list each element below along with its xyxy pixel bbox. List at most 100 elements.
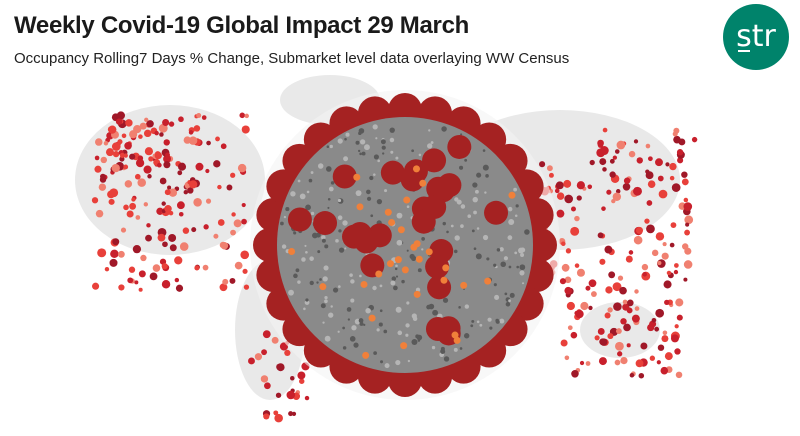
virus-protein bbox=[451, 331, 459, 339]
data-point bbox=[570, 226, 580, 236]
virus-texture bbox=[489, 326, 493, 330]
data-point bbox=[105, 148, 114, 157]
data-point bbox=[152, 264, 161, 272]
data-point bbox=[111, 142, 121, 151]
data-point bbox=[226, 184, 233, 191]
data-point bbox=[633, 186, 642, 196]
virus-texture bbox=[310, 211, 315, 216]
virus-texture bbox=[366, 196, 372, 201]
data-point bbox=[179, 242, 189, 251]
data-point bbox=[662, 330, 668, 336]
virus-spike bbox=[427, 275, 452, 300]
data-point bbox=[560, 339, 568, 347]
virus-texture bbox=[293, 273, 298, 279]
data-point bbox=[635, 359, 644, 368]
virus-protein bbox=[356, 203, 364, 211]
data-point bbox=[607, 307, 613, 313]
virus-protein bbox=[425, 248, 433, 256]
data-point bbox=[617, 275, 624, 281]
data-point bbox=[684, 247, 692, 255]
data-point bbox=[263, 413, 270, 420]
data-point bbox=[670, 334, 679, 343]
virus-texture bbox=[310, 171, 314, 174]
data-point bbox=[128, 266, 136, 273]
virus-texture bbox=[401, 279, 405, 284]
data-point bbox=[638, 372, 645, 379]
data-point bbox=[187, 187, 194, 194]
data-point bbox=[176, 201, 185, 210]
data-point bbox=[94, 165, 102, 173]
virus-texture bbox=[441, 126, 447, 132]
data-point bbox=[133, 125, 142, 134]
virus-texture bbox=[324, 244, 329, 249]
data-point bbox=[674, 263, 679, 268]
virus-texture bbox=[337, 285, 341, 288]
virus-texture bbox=[378, 322, 383, 327]
virus-texture bbox=[338, 247, 345, 253]
virus-texture bbox=[519, 264, 526, 271]
virus-texture bbox=[476, 172, 482, 178]
virus-texture bbox=[369, 175, 374, 181]
data-point bbox=[124, 180, 133, 188]
virus-texture bbox=[324, 335, 331, 342]
data-point bbox=[620, 356, 628, 365]
data-point bbox=[140, 254, 147, 262]
virus-texture bbox=[505, 301, 511, 307]
virus-texture bbox=[303, 307, 306, 311]
virus-texture bbox=[384, 363, 390, 369]
data-point bbox=[241, 218, 247, 225]
data-point bbox=[202, 264, 209, 271]
data-point bbox=[622, 183, 631, 191]
data-point bbox=[201, 115, 207, 120]
data-point bbox=[683, 260, 693, 269]
data-point bbox=[288, 411, 294, 417]
data-point bbox=[112, 238, 120, 246]
data-point bbox=[646, 200, 653, 206]
virus-texture bbox=[421, 248, 424, 251]
virus-protein bbox=[413, 290, 421, 298]
virus-texture bbox=[453, 249, 458, 254]
data-point bbox=[604, 245, 613, 254]
virus-texture bbox=[515, 204, 519, 208]
data-point bbox=[174, 256, 183, 265]
data-point bbox=[685, 222, 690, 227]
data-point bbox=[674, 348, 681, 355]
data-point bbox=[169, 244, 177, 252]
data-point bbox=[304, 395, 310, 401]
data-point bbox=[675, 371, 683, 379]
virus-texture bbox=[381, 145, 386, 150]
virus-texture bbox=[507, 206, 513, 212]
virus-texture bbox=[486, 257, 490, 261]
data-point bbox=[286, 390, 296, 400]
data-point bbox=[677, 157, 684, 164]
data-point bbox=[100, 156, 108, 164]
virus-protein bbox=[410, 243, 418, 251]
data-point bbox=[148, 156, 154, 162]
virus-texture bbox=[342, 220, 348, 226]
data-point bbox=[580, 301, 589, 311]
virus-texture bbox=[322, 321, 325, 324]
virus-texture bbox=[326, 145, 330, 148]
virus-texture bbox=[499, 247, 504, 252]
data-point bbox=[103, 141, 109, 146]
data-point bbox=[673, 269, 679, 275]
virus-protein bbox=[375, 270, 383, 278]
virus-texture bbox=[426, 304, 431, 310]
data-point bbox=[145, 234, 152, 242]
virus-texture bbox=[281, 244, 287, 249]
virus-texture bbox=[459, 347, 463, 350]
data-point bbox=[561, 241, 566, 247]
virus-texture bbox=[475, 253, 482, 260]
data-point bbox=[649, 355, 656, 361]
data-point bbox=[619, 286, 627, 295]
data-point bbox=[635, 226, 644, 234]
data-point bbox=[119, 152, 125, 158]
data-point bbox=[178, 116, 184, 123]
virus-texture bbox=[454, 235, 460, 241]
data-point bbox=[614, 149, 620, 154]
data-point bbox=[239, 112, 246, 119]
data-point bbox=[131, 197, 136, 202]
virus-texture bbox=[304, 300, 310, 305]
virus-texture bbox=[376, 198, 383, 205]
virus-texture bbox=[395, 156, 399, 160]
